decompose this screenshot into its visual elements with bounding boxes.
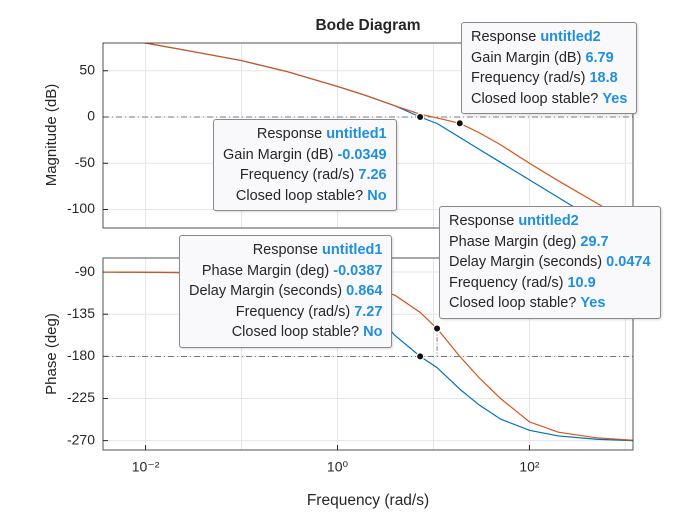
datatip-value: 10.9 xyxy=(567,274,596,291)
x-tick-label: 10⁰ xyxy=(327,459,349,475)
datatip-row: Delay Margin (seconds) 0.864 xyxy=(189,281,382,302)
datatip-label: Frequency (rad/s) xyxy=(471,70,586,86)
datatip-row: Frequency (rad/s) 18.8 xyxy=(471,68,627,89)
datatip-value: 6.79 xyxy=(585,49,614,66)
datatip-label: Response xyxy=(449,213,515,229)
datatip: Response untitled1 Gain Margin (dB) -0.03… xyxy=(213,119,397,211)
datatip-value: untitled2 xyxy=(540,29,601,45)
datatip-label: Closed loop stable? xyxy=(231,324,360,340)
datatip-row: Phase Margin (deg) -0.0387 xyxy=(189,261,383,282)
x-axis-label: Frequency (rad/s) xyxy=(307,492,429,509)
datatip-value: 0.864 xyxy=(346,283,383,299)
datatip-marker xyxy=(455,119,464,128)
datatip-row: Response untitled2 xyxy=(471,27,627,48)
y-tick-label: -50 xyxy=(75,154,95,170)
y-axis-label: Phase (deg) xyxy=(43,313,60,395)
datatip-label: Frequency (rad/s) xyxy=(449,274,564,291)
datatip-label: Delay Margin (seconds) xyxy=(189,283,343,299)
y-tick-label: -225 xyxy=(67,389,95,405)
y-tick-label: -135 xyxy=(67,305,95,321)
datatip-value: No xyxy=(367,187,387,204)
datatip-value: -0.0387 xyxy=(333,262,383,279)
x-tick-label: 10² xyxy=(519,459,540,475)
datatip-value: 7.27 xyxy=(354,303,383,320)
datatip-label: Gain Margin (dB) xyxy=(471,49,582,66)
y-axis-label: Magnitude (dB) xyxy=(43,84,60,187)
y-tick-label: 50 xyxy=(79,61,95,77)
datatip-value: Yes xyxy=(602,90,628,107)
datatip-value: Yes xyxy=(580,295,606,311)
y-tick-label: -270 xyxy=(67,431,95,447)
datatip-label: Frequency (rad/s) xyxy=(235,303,351,320)
axes-box xyxy=(102,42,634,229)
datatip-row: Response untitled1 xyxy=(223,124,387,145)
datatip: Response untitled2 Phase Margin (deg) 29.… xyxy=(439,206,661,319)
datatip-row: Closed loop stable? No xyxy=(189,322,383,343)
datatip-value: 18.8 xyxy=(589,70,618,86)
y-tick-label: -180 xyxy=(67,347,95,363)
datatip-label: Phase Margin (deg) xyxy=(201,262,330,279)
datatip-marker xyxy=(415,112,425,122)
datatip-value: untitled2 xyxy=(518,213,579,229)
datatip-row: Frequency (rad/s) 7.27 xyxy=(189,302,383,323)
datatip-row: Delay Margin (seconds) 0.0474 xyxy=(449,252,651,273)
datatip-label: Delay Margin (seconds) xyxy=(449,254,603,270)
datatip-row: Closed loop stable? No xyxy=(223,186,387,207)
datatip-value: No xyxy=(363,324,383,340)
datatip-label: Response xyxy=(252,242,318,258)
datatip-row: Closed loop stable? Yes xyxy=(471,89,627,110)
datatip-label: Gain Margin (dB) xyxy=(223,146,334,163)
datatip-label: Phase Margin (deg) xyxy=(449,233,577,250)
datatip-value: 29.7 xyxy=(580,233,609,250)
y-tick-label: -90 xyxy=(75,263,95,279)
datatip-label: Frequency (rad/s) xyxy=(239,167,355,183)
datatip: Response untitled1 Phase Margin (deg) -0.… xyxy=(179,235,393,348)
datatip-row: Frequency (rad/s) 10.9 xyxy=(449,273,651,294)
datatip-row: Closed loop stable? Yes xyxy=(449,293,651,314)
datatip-row: Response untitled2 xyxy=(449,211,651,232)
datatip-row: Frequency (rad/s) 7.26 xyxy=(223,165,387,186)
datatip-row: Phase Margin (deg) 29.7 xyxy=(449,232,651,253)
datatip-value: 0.0474 xyxy=(606,254,651,270)
datatip-label: Response xyxy=(471,29,537,45)
datatip-value: -0.0349 xyxy=(337,146,387,163)
datatip-row: Response untitled1 xyxy=(189,240,383,261)
datatip-marker xyxy=(415,352,425,361)
datatip-label: Closed loop stable? xyxy=(449,295,577,311)
y-tick-label: 0 xyxy=(87,108,95,124)
x-tick-label: 10⁻² xyxy=(132,459,160,475)
datatip-value: untitled1 xyxy=(326,126,387,142)
datatip-label: Closed loop stable? xyxy=(235,187,364,204)
datatip-value: untitled1 xyxy=(322,242,383,258)
datatip: Response untitled2 Gain Margin (dB) 6.79 F… xyxy=(461,22,638,114)
datatip-label: Response xyxy=(256,126,323,142)
datatip-row: Gain Margin (dB) -0.0349 xyxy=(223,145,387,166)
datatip-marker xyxy=(432,324,442,333)
chart-title: Bode Diagram xyxy=(315,17,420,34)
y-tick-label: -100 xyxy=(67,200,95,216)
datatip-label: Closed loop stable? xyxy=(471,90,599,107)
datatip-value: 7.26 xyxy=(358,167,387,183)
datatip-row: Gain Margin (dB) 6.79 xyxy=(471,48,627,69)
